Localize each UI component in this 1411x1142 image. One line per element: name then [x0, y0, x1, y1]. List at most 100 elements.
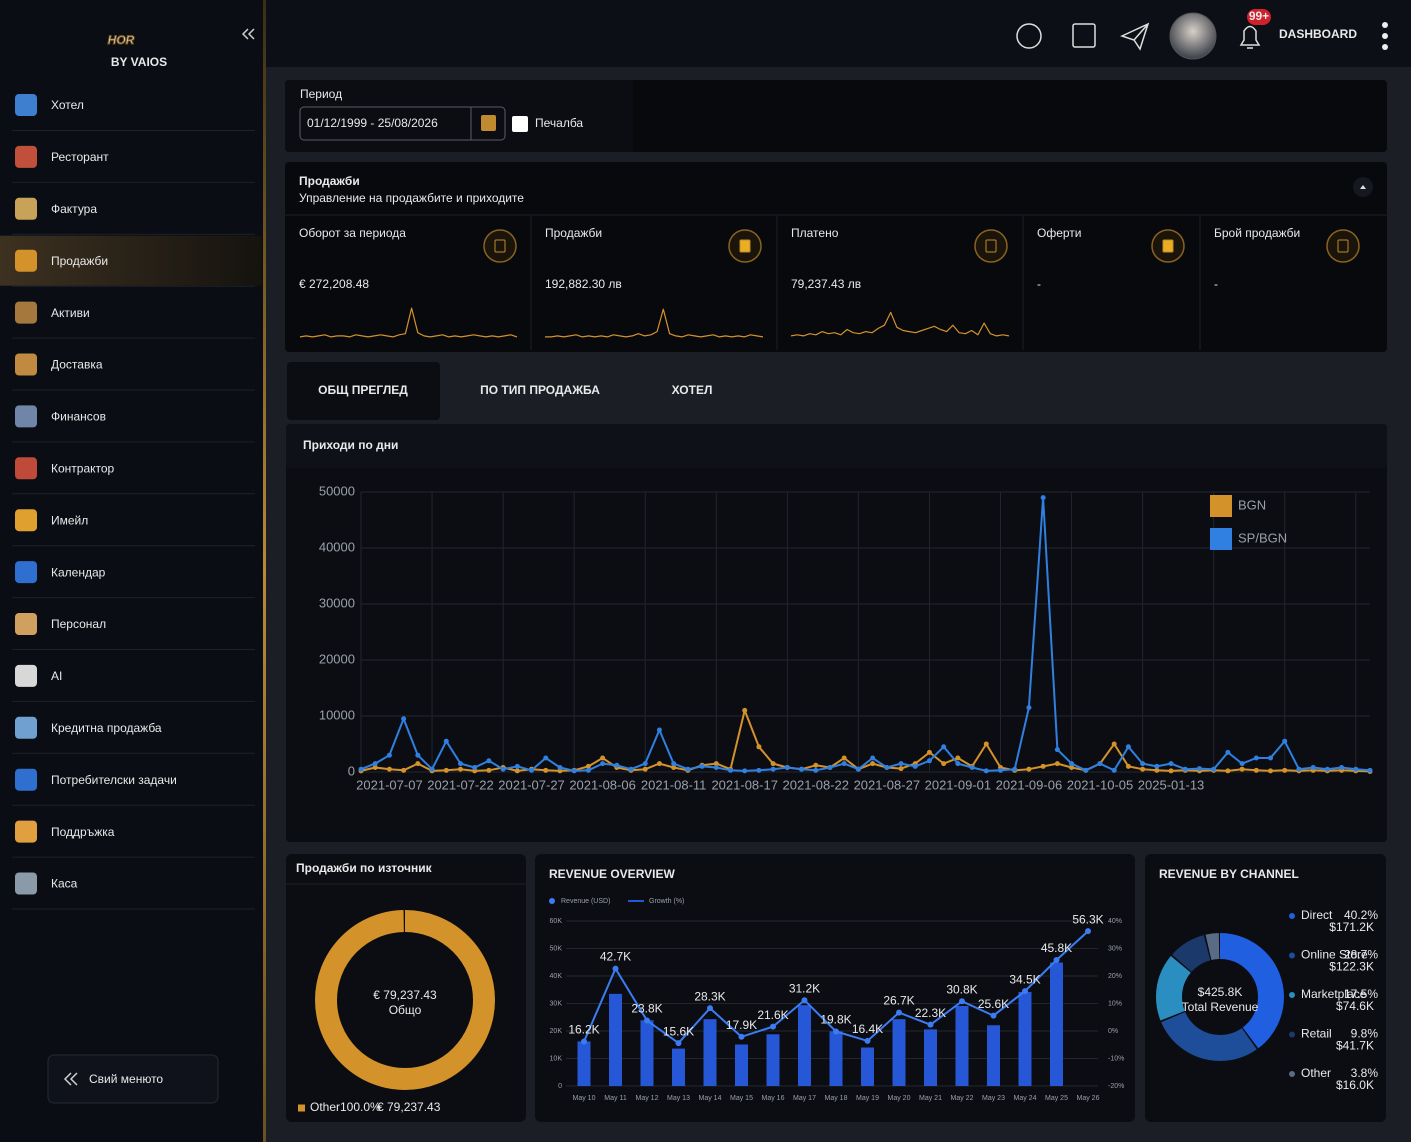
checkbox[interactable]	[512, 116, 528, 132]
menu-item[interactable]: Хотел	[51, 98, 84, 112]
menu-item[interactable]: Календар	[51, 565, 106, 579]
point	[1282, 738, 1288, 744]
collapse-label[interactable]: Свий менюто	[89, 1072, 163, 1086]
menu-icon	[15, 249, 37, 272]
menu-dot[interactable]	[1382, 33, 1388, 39]
date-range[interactable]: 01/12/1999 - 25/08/2026	[307, 116, 438, 130]
kpi-label: Продажби	[545, 226, 602, 240]
bar	[955, 1005, 969, 1086]
menu-item[interactable]: Потребителски задачи	[51, 773, 177, 787]
kpi-value: -	[1214, 277, 1218, 291]
point	[358, 766, 364, 772]
data-label: 17.9K	[726, 1018, 757, 1032]
x-tick-label: 2021-08-17	[711, 777, 778, 792]
data-label: 45.8K	[1041, 941, 1072, 955]
bar	[861, 1047, 874, 1086]
active-item[interactable]	[0, 235, 262, 286]
point	[813, 767, 819, 773]
menu-icon	[15, 561, 37, 584]
point	[912, 763, 918, 769]
point	[642, 761, 648, 767]
send-icon[interactable]	[1119, 22, 1150, 51]
menu-dot[interactable]	[1382, 22, 1388, 28]
point	[742, 768, 748, 774]
donut-segment	[1156, 933, 1284, 1061]
menu-dot[interactable]	[1382, 44, 1388, 50]
menu-icon	[15, 197, 37, 220]
bar	[1050, 962, 1063, 1086]
avatar[interactable]	[1169, 12, 1217, 60]
legend-dot	[1289, 992, 1295, 998]
data-label: 56.3K	[1072, 912, 1103, 926]
calendar-icon[interactable]	[1072, 23, 1096, 48]
date-input[interactable]	[299, 106, 506, 141]
tab-label[interactable]: ПО ТИП ПРОДАЖБА	[480, 383, 600, 397]
data-label: 16.4K	[852, 1022, 883, 1036]
point	[1268, 768, 1274, 774]
point	[742, 707, 748, 713]
collapse-arrow[interactable]	[241, 28, 249, 40]
menu-item[interactable]: Активи	[51, 306, 90, 320]
point	[585, 763, 591, 769]
collapse-panel-icon	[1360, 185, 1366, 189]
support-icon[interactable]	[1016, 23, 1042, 49]
tab-label[interactable]: ХОТЕЛ	[672, 383, 713, 397]
kpi-icon-glyph	[985, 239, 997, 253]
x-tick-label: May 13	[667, 1095, 690, 1102]
point	[1026, 766, 1032, 772]
bar	[672, 1048, 685, 1086]
legend-amount: $41.7K	[1336, 1039, 1374, 1053]
legend-dot	[1289, 1031, 1295, 1038]
kpi-value: 79,237.43 лв	[791, 277, 861, 291]
menu-icon	[15, 301, 37, 324]
point	[1310, 765, 1316, 771]
point	[1022, 988, 1028, 995]
point	[401, 767, 407, 773]
point	[1040, 495, 1046, 501]
legend-label: BGN	[1238, 497, 1266, 512]
chart-title: Продажби по източник	[296, 861, 433, 875]
data-label: 25.6K	[978, 997, 1009, 1011]
point	[870, 755, 876, 761]
menu-item[interactable]: Доставка	[51, 358, 103, 372]
menu-item[interactable]: Имейл	[51, 513, 88, 527]
menu-item[interactable]: Каса	[51, 877, 78, 891]
checkbox-label[interactable]: Печалба	[535, 116, 583, 130]
bar	[609, 993, 622, 1086]
point	[841, 761, 847, 767]
bell-icon[interactable]	[1239, 25, 1261, 49]
menu-item[interactable]: Фактура	[51, 202, 97, 216]
point	[1012, 766, 1018, 772]
menu-item[interactable]: Персонал	[51, 617, 106, 631]
point	[1367, 767, 1373, 773]
menu-item[interactable]: Кредитна продажба	[51, 721, 162, 735]
sales-subtitle: Управление на продажбите и приходите	[299, 191, 524, 205]
menu-icon	[15, 457, 37, 480]
menu-icon	[15, 716, 37, 739]
menu-item[interactable]: Финансов	[51, 410, 106, 424]
point	[1154, 767, 1160, 773]
active-tab-label[interactable]: ОБЩ ПРЕГЛЕД	[318, 383, 408, 397]
point	[1225, 768, 1231, 774]
menu-item[interactable]: Контрактор	[51, 461, 115, 475]
point	[1324, 766, 1330, 772]
header-label[interactable]: DASHBOARD	[1279, 27, 1357, 41]
point	[372, 761, 378, 767]
menu-item[interactable]: Поддръжка	[51, 825, 115, 839]
menu-item[interactable]: Продажби	[51, 254, 108, 268]
kpi-icon	[483, 229, 517, 263]
calendar-button[interactable]	[481, 115, 496, 131]
point	[514, 768, 520, 774]
legend-amount: $171.2K	[1329, 920, 1374, 934]
collapse-arrow[interactable]	[247, 28, 255, 40]
menu-item[interactable]: Ресторант	[51, 150, 109, 164]
point	[415, 752, 421, 758]
x-tick-label: May 18	[825, 1095, 848, 1102]
x-tick-label: May 14	[699, 1095, 722, 1102]
collapse-button[interactable]	[47, 1054, 219, 1104]
point	[600, 755, 606, 761]
sales-panel	[285, 162, 1387, 352]
menu-item[interactable]: AI	[51, 669, 62, 683]
menu-icon	[15, 353, 37, 376]
badge	[1247, 9, 1271, 25]
